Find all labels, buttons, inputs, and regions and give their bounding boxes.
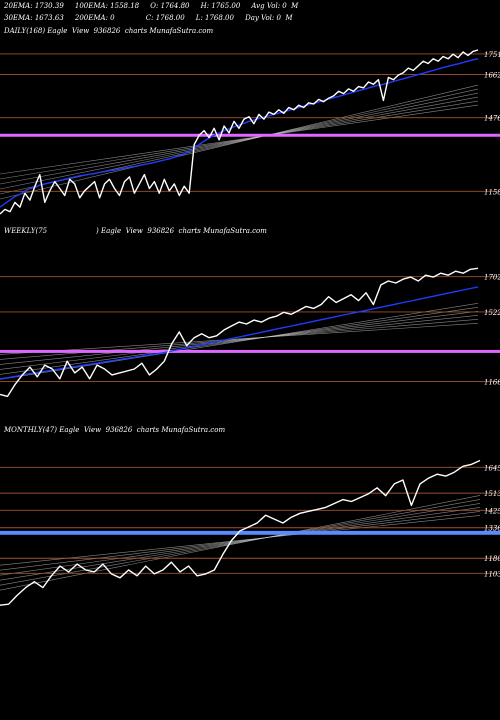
monthly-panel-title: MONTHLY(47) Eagle View 936826 charts Mun… <box>3 426 225 434</box>
weekly-level-label: 1166 <box>484 379 500 387</box>
monthly-level-label: 1425 <box>484 507 500 515</box>
monthly-level-label: 1513 <box>484 490 500 498</box>
weekly-level-label: 1702 <box>484 274 500 282</box>
daily-level-label: 1662 <box>484 72 500 80</box>
header-line-2: 30EMA: 1673.63 200EMA: 0 C: 1768.00 L: 1… <box>4 14 293 22</box>
monthly-trend-line <box>0 511 481 571</box>
monthly-level-label: 1103 <box>484 570 500 578</box>
daily-level-label: 1158 <box>484 188 500 196</box>
weekly-panel-title: WEEKLY(75 ) Eagle View 936826 charts Mun… <box>4 227 267 235</box>
monthly-trend-line <box>0 499 481 586</box>
weekly-price-line <box>0 267 479 398</box>
daily-trend-line <box>0 84 479 200</box>
weekly-ema-line <box>0 286 479 380</box>
weekly-trend-line <box>0 307 479 375</box>
weekly-level-label: 1522 <box>484 309 500 317</box>
daily-price-line <box>0 49 479 215</box>
daily-trend-line <box>0 100 479 180</box>
weekly-trend-line <box>0 303 479 380</box>
daily-level-label: 1476 <box>484 115 500 123</box>
monthly-level-label: 1645 <box>484 464 500 472</box>
daily-magenta-band <box>0 133 500 137</box>
daily-trend-line <box>0 96 479 185</box>
weekly-magenta-band <box>0 349 500 353</box>
monthly-price-line <box>0 459 481 606</box>
daily-trend-line <box>0 104 479 175</box>
daily-panel-title: DAILY(168) Eagle View 936826 charts Muna… <box>3 27 214 35</box>
monthly-trend-line <box>0 503 481 581</box>
monthly-trend-line <box>0 507 481 576</box>
monthly-panel: 1645 1513 1425 1336 1180 1103 <box>0 459 500 606</box>
monthly-trend-line <box>0 495 481 591</box>
weekly-trend-line <box>0 311 479 370</box>
monthly-blue-band <box>0 530 500 535</box>
monthly-level-label: 1180 <box>484 555 500 563</box>
daily-trend-line <box>0 92 479 190</box>
weekly-trend-line <box>0 315 479 365</box>
daily-ema-line <box>0 58 479 208</box>
header-line-1: 20EMA: 1730.39 100EMA: 1558.18 O: 1764.8… <box>3 2 299 10</box>
monthly-level-label: 1336 <box>484 525 500 533</box>
weekly-panel: 1702 1522 1166 <box>0 267 500 398</box>
weekly-trend-line <box>0 323 479 355</box>
monthly-trend-line <box>0 515 481 566</box>
